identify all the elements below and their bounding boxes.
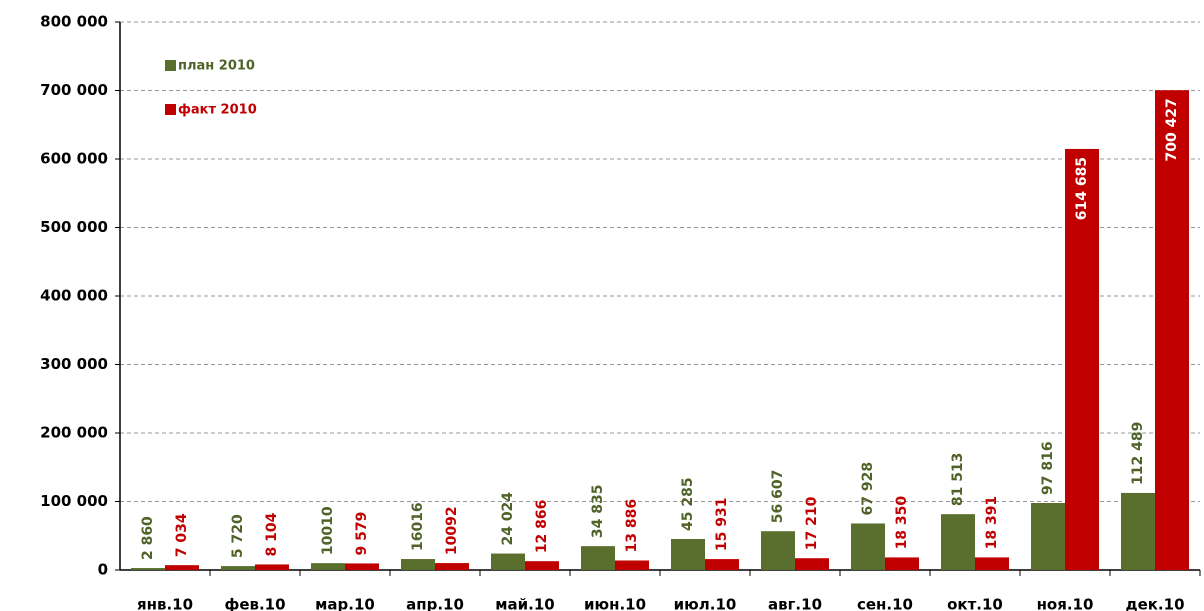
bar — [491, 553, 525, 570]
bar — [941, 514, 975, 570]
bar — [885, 557, 919, 570]
bar — [435, 563, 469, 570]
y-tick-label: 700 000 — [40, 81, 108, 99]
y-tick-label: 300 000 — [40, 355, 108, 373]
bar — [851, 523, 885, 570]
y-tick-label: 200 000 — [40, 424, 108, 442]
value-label: 56 607 — [770, 470, 786, 524]
bar — [525, 561, 559, 570]
y-tick-label: 0 — [98, 561, 108, 579]
bar — [615, 560, 649, 570]
bar — [1155, 90, 1189, 570]
legend-swatch — [165, 104, 176, 115]
value-label: 81 513 — [950, 453, 966, 507]
value-label: 112 489 — [1130, 422, 1146, 485]
value-label: 2 860 — [140, 516, 156, 560]
x-tick-label: авг.10 — [768, 596, 822, 611]
bar — [165, 565, 199, 570]
x-tick-label: мар.10 — [315, 596, 375, 611]
bar — [581, 546, 615, 570]
bar — [1065, 148, 1099, 570]
value-label: 67 928 — [860, 462, 876, 516]
x-tick-label: окт.10 — [947, 596, 1003, 611]
value-label: 8 104 — [264, 512, 280, 556]
x-tick-label: апр.10 — [406, 596, 464, 611]
bar — [311, 563, 345, 570]
x-tick-label: фев.10 — [224, 596, 285, 611]
x-tick-label: ноя.10 — [1037, 596, 1094, 611]
x-tick-label: янв.10 — [137, 596, 193, 611]
x-tick-label: май.10 — [495, 596, 554, 611]
bar — [1121, 492, 1155, 570]
value-label: 18 350 — [894, 496, 910, 550]
y-tick-label: 600 000 — [40, 150, 108, 168]
x-tick-label: сен.10 — [857, 596, 913, 611]
value-label: 614 685 — [1074, 157, 1090, 220]
bar — [761, 531, 795, 570]
x-tick-label: июн.10 — [584, 596, 646, 611]
value-label: 7 034 — [174, 513, 190, 557]
y-tick-label: 800 000 — [40, 13, 108, 31]
y-tick-label: 400 000 — [40, 287, 108, 305]
bar — [671, 538, 705, 570]
bar — [795, 558, 829, 570]
bar — [401, 559, 435, 570]
bar — [975, 557, 1009, 570]
y-tick-label: 500 000 — [40, 218, 108, 236]
legend-swatch — [165, 60, 176, 71]
value-label: 24 024 — [500, 492, 516, 546]
value-label: 18 391 — [984, 496, 1000, 550]
x-tick-label: июл.10 — [674, 596, 737, 611]
y-tick-label: 100 000 — [40, 492, 108, 510]
value-label: 13 886 — [624, 499, 640, 553]
value-label: 5 720 — [230, 514, 246, 558]
value-label: 15 931 — [714, 497, 730, 551]
legend-label: факт 2010 — [178, 103, 257, 118]
value-label: 9 579 — [354, 512, 370, 556]
bar — [131, 568, 165, 570]
bar — [255, 564, 289, 570]
x-tick-label: дек.10 — [1125, 596, 1184, 611]
bar — [221, 566, 255, 570]
value-label: 17 210 — [804, 496, 820, 550]
bar — [705, 559, 739, 570]
value-label: 700 427 — [1164, 98, 1180, 161]
value-label: 45 285 — [680, 477, 696, 531]
value-label: 34 835 — [590, 485, 606, 539]
value-label: 97 816 — [1040, 441, 1056, 495]
legend-label: план 2010 — [178, 59, 255, 74]
bar — [345, 563, 379, 570]
value-label: 16016 — [410, 502, 426, 551]
bar — [1031, 502, 1065, 570]
value-label: 12 866 — [534, 500, 550, 554]
value-label: 10010 — [320, 506, 336, 555]
value-label: 10092 — [444, 506, 460, 555]
